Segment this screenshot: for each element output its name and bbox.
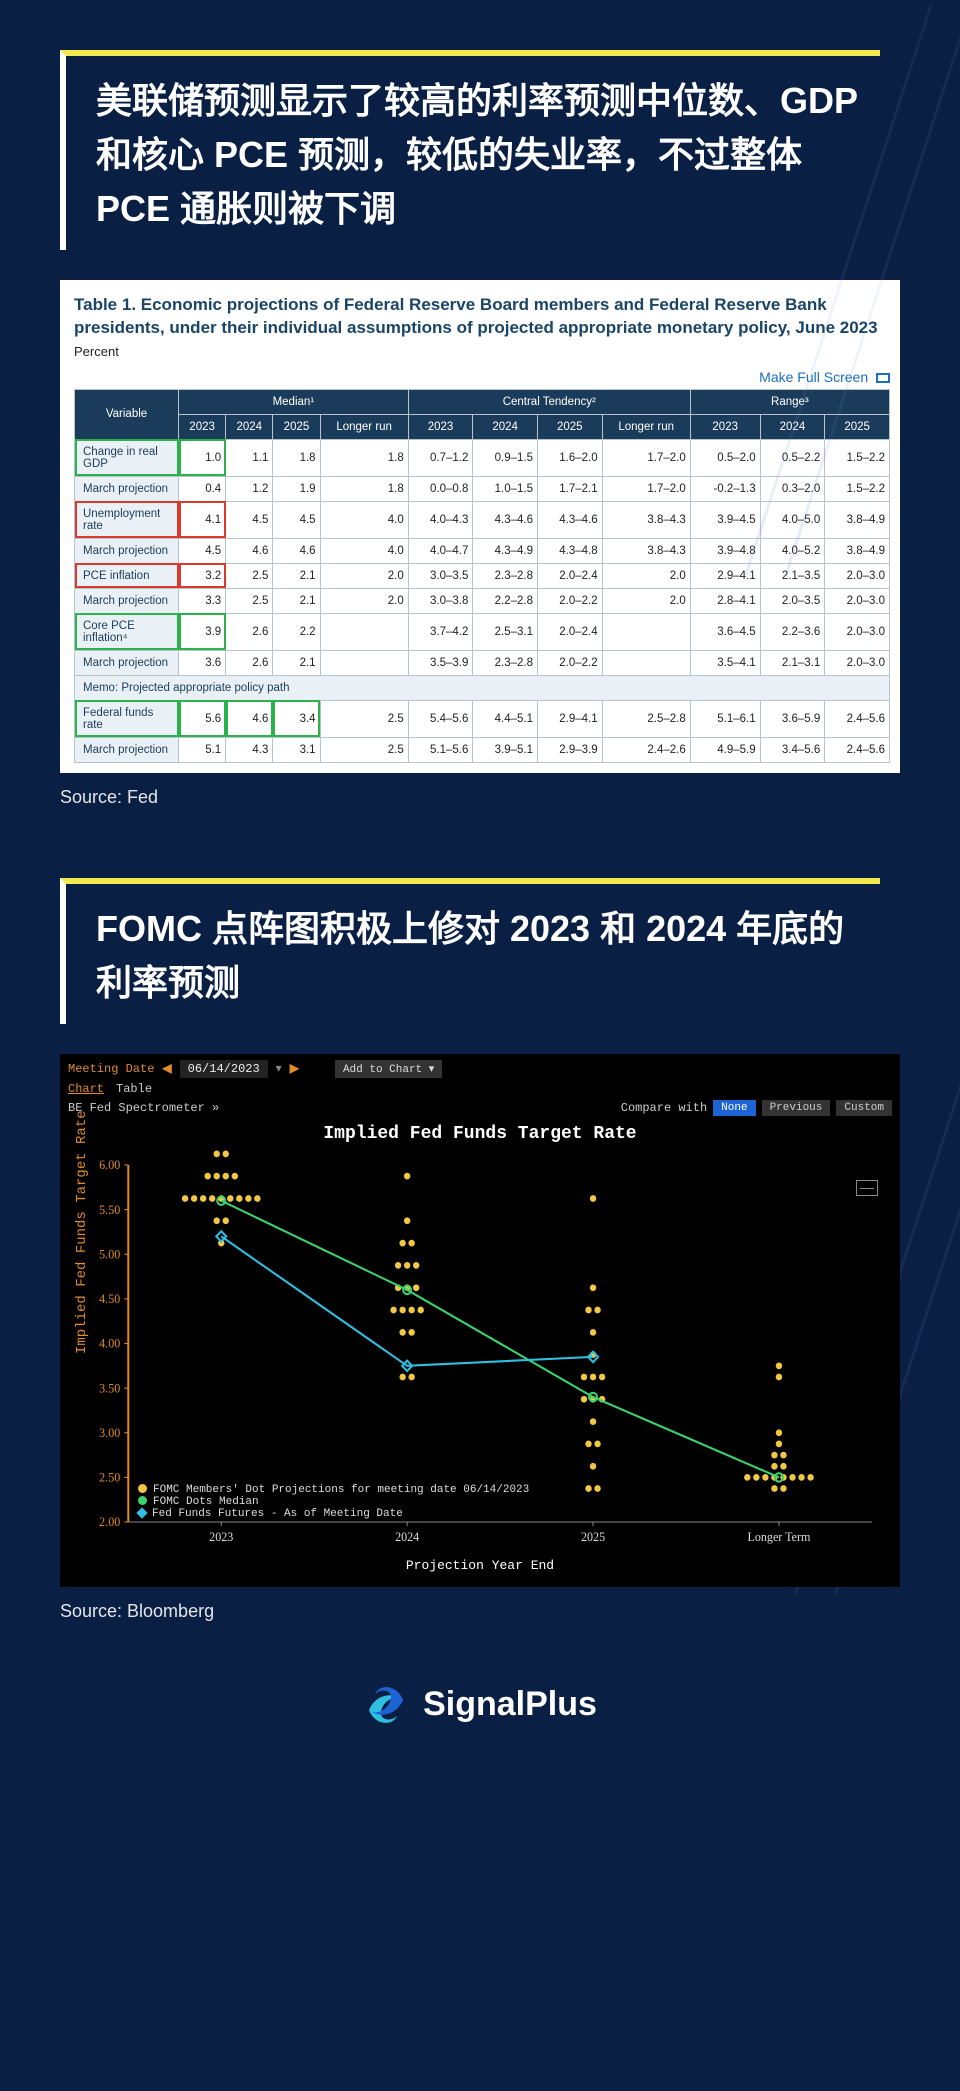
svg-text:3.00: 3.00: [99, 1426, 120, 1440]
table-row: PCE inflation3.22.52.12.03.0–3.52.3–2.82…: [75, 563, 890, 588]
prev-arrow-icon[interactable]: ◀: [162, 1061, 171, 1076]
compare-custom-button[interactable]: Custom: [836, 1100, 892, 1116]
section1-heading: 美联储预测显示了较高的利率预测中位数、GDP 和核心 PCE 预测，较低的失业率…: [96, 74, 870, 236]
section1-source: Source: Fed: [60, 787, 900, 808]
memo-row: Memo: Projected appropriate policy path: [75, 675, 890, 700]
table-subtitle: Percent: [74, 344, 890, 359]
legend-futures: Fed Funds Futures - As of Meeting Date: [152, 1508, 403, 1520]
brand-name: SignalPlus: [423, 1685, 597, 1724]
svg-text:2.00: 2.00: [99, 1515, 120, 1529]
table-row: Core PCE inflation⁴3.92.62.23.7–4.22.5–3…: [75, 613, 890, 650]
col-2023: 2023: [408, 414, 473, 439]
table-row: March projection3.62.62.13.5–3.92.3–2.82…: [75, 650, 890, 675]
tab-chart[interactable]: Chart: [68, 1082, 104, 1096]
tab-table[interactable]: Table: [116, 1082, 152, 1096]
meeting-date-label: Meeting Date: [68, 1062, 154, 1076]
compare-with-label: Compare with: [621, 1101, 707, 1115]
svg-text:2023: 2023: [209, 1530, 233, 1544]
table-row: Change in real GDP1.01.11.81.80.7–1.20.9…: [75, 439, 890, 476]
col-Longer run: Longer run: [602, 414, 690, 439]
svg-text:3.50: 3.50: [99, 1381, 120, 1395]
compare-none-button[interactable]: None: [713, 1100, 755, 1116]
section1-heading-block: 美联储预测显示了较高的利率预测中位数、GDP 和核心 PCE 预测，较低的失业率…: [60, 50, 900, 250]
col-group-range: Range³: [690, 389, 889, 414]
svg-text:4.00: 4.00: [99, 1336, 120, 1350]
col-2023: 2023: [179, 414, 226, 439]
full-screen-link[interactable]: Make Full Screen: [74, 369, 890, 385]
fullscreen-icon: [876, 373, 890, 383]
spectrometer-label[interactable]: BE Fed Spectrometer »: [68, 1101, 219, 1115]
dot-plot-panel: Meeting Date ◀ 06/14/2023 ▾ ▶ Add to Cha…: [60, 1054, 900, 1587]
svg-text:2025: 2025: [581, 1530, 605, 1544]
svg-text:2024: 2024: [395, 1530, 419, 1544]
projections-table: Variable Median¹ Central Tendency² Range…: [74, 389, 890, 763]
col-group-median: Median¹: [179, 389, 409, 414]
section2-source: Source: Bloomberg: [60, 1601, 900, 1622]
meeting-date-value[interactable]: 06/14/2023: [180, 1060, 268, 1078]
svg-text:5.00: 5.00: [99, 1247, 120, 1261]
svg-text:Longer Term: Longer Term: [748, 1530, 811, 1544]
table-row: March projection5.14.33.12.55.1–5.63.9–5…: [75, 737, 890, 762]
footer-logo: SignalPlus: [0, 1682, 960, 1728]
col-2024: 2024: [226, 414, 273, 439]
table-row: Federal funds rate5.64.63.42.55.4–5.64.4…: [75, 700, 890, 737]
table-group-row: Variable Median¹ Central Tendency² Range…: [75, 389, 890, 414]
chart-legend: FOMC Members' Dot Projections for meetin…: [138, 1484, 529, 1520]
y-axis-label: Implied Fed Funds Target Rate: [74, 1110, 90, 1354]
projections-table-panel: Table 1. Economic projections of Federal…: [60, 280, 900, 773]
col-variable: Variable: [75, 389, 179, 439]
table-row: March projection4.54.64.64.04.0–4.74.3–4…: [75, 538, 890, 563]
col-2025: 2025: [273, 414, 320, 439]
table-row: Unemployment rate4.14.54.54.04.0–4.34.3–…: [75, 501, 890, 538]
svg-text:4.50: 4.50: [99, 1292, 120, 1306]
col-2025: 2025: [825, 414, 890, 439]
table-row: March projection3.32.52.12.03.0–3.82.2–2…: [75, 588, 890, 613]
table-title: Table 1. Economic projections of Federal…: [74, 294, 890, 340]
svg-text:6.00: 6.00: [99, 1158, 120, 1172]
dropdown-icon[interactable]: ▾: [276, 1061, 282, 1076]
compare-previous-button[interactable]: Previous: [762, 1100, 831, 1116]
col-2024: 2024: [760, 414, 825, 439]
col-2024: 2024: [473, 414, 538, 439]
col-2025: 2025: [537, 414, 602, 439]
table-subheader-row: 202320242025Longer run202320242025Longer…: [75, 414, 890, 439]
col-2023: 2023: [690, 414, 760, 439]
full-screen-label: Make Full Screen: [759, 369, 868, 385]
col-Longer run: Longer run: [320, 414, 408, 439]
add-to-chart-button[interactable]: Add to Chart ▾: [335, 1060, 442, 1078]
signalplus-icon: [363, 1682, 409, 1728]
chart-title: Implied Fed Funds Target Rate: [60, 1124, 900, 1144]
chart-tool-icon[interactable]: [856, 1180, 878, 1196]
section2-heading: FOMC 点阵图积极上修对 2023 和 2024 年底的利率预测: [96, 902, 870, 1010]
section2-heading-block: FOMC 点阵图积极上修对 2023 和 2024 年底的利率预测: [60, 878, 900, 1024]
svg-text:5.50: 5.50: [99, 1202, 120, 1216]
legend-median: FOMC Dots Median: [153, 1496, 259, 1508]
legend-dots: FOMC Members' Dot Projections for meetin…: [153, 1484, 529, 1496]
table-row: March projection0.41.21.91.80.0–0.81.0–1…: [75, 476, 890, 501]
next-arrow-icon[interactable]: ▶: [290, 1061, 299, 1076]
svg-text:2.50: 2.50: [99, 1470, 120, 1484]
col-group-central: Central Tendency²: [408, 389, 690, 414]
dot-plot-chart: Implied Fed Funds Target Rate 2.002.503.…: [68, 1144, 892, 1564]
